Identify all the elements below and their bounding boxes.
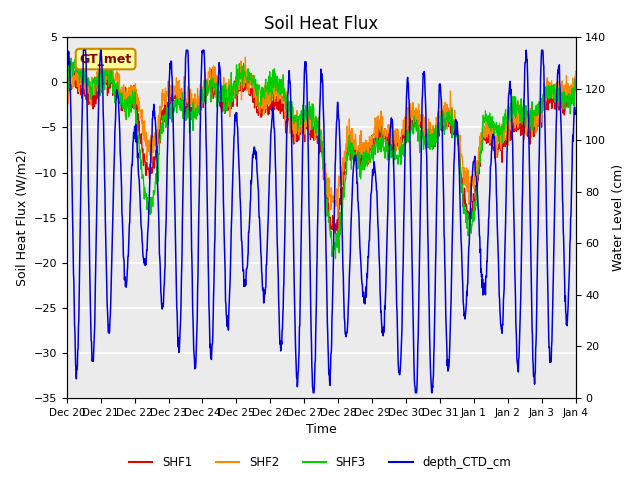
Legend: SHF1, SHF2, SHF3, depth_CTD_cm: SHF1, SHF2, SHF3, depth_CTD_cm: [124, 452, 516, 474]
X-axis label: Time: Time: [306, 423, 337, 436]
Title: Soil Heat Flux: Soil Heat Flux: [264, 15, 378, 33]
Text: GT_met: GT_met: [79, 53, 132, 66]
Y-axis label: Soil Heat Flux (W/m2): Soil Heat Flux (W/m2): [15, 149, 28, 286]
Y-axis label: Water Level (cm): Water Level (cm): [612, 164, 625, 271]
